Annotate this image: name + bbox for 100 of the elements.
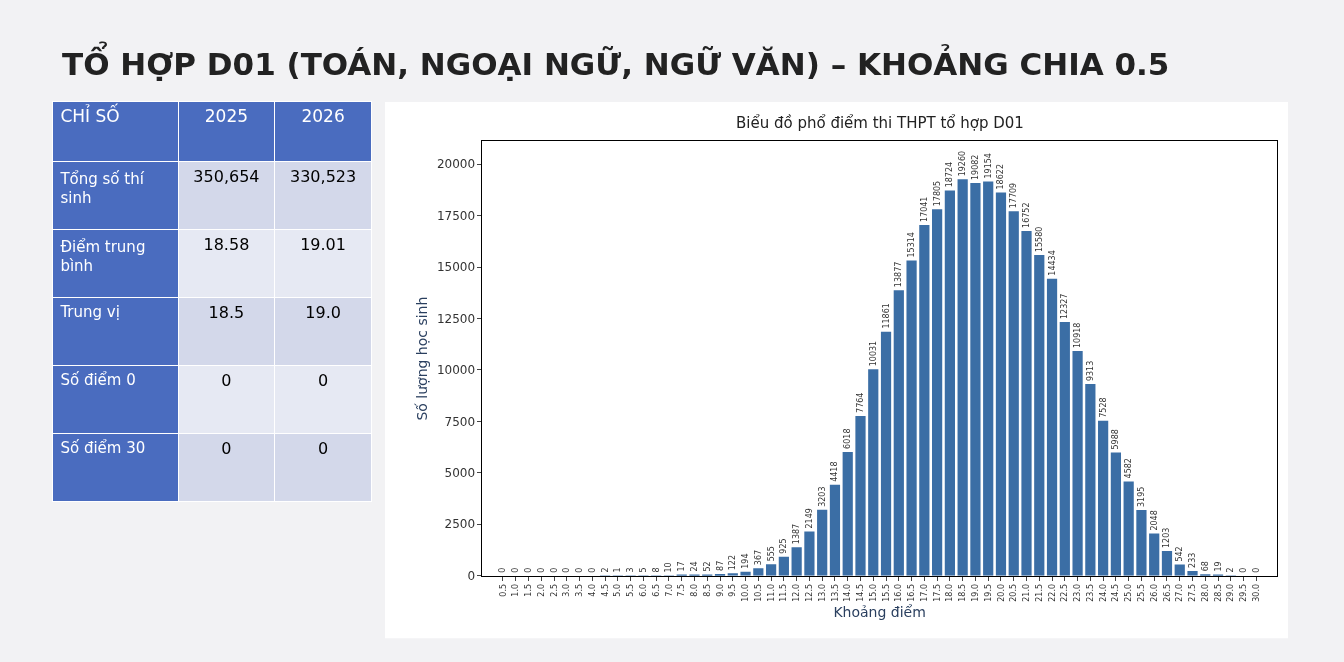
x-tick-label: 17.5 — [932, 583, 942, 602]
bar — [957, 179, 968, 576]
y-axis-title: Số lượng học sinh — [413, 296, 430, 421]
data-label: 12327 — [1060, 293, 1070, 320]
x-tick-label: 29.5 — [1239, 583, 1249, 602]
y-tick-label: 12500 — [436, 311, 476, 326]
bar — [1072, 351, 1083, 576]
bar — [1161, 550, 1173, 576]
y-tick-label: 0 — [467, 568, 476, 583]
data-label: 87 — [715, 560, 725, 571]
data-label: 15580 — [1034, 226, 1044, 253]
data-label: 10031 — [868, 340, 878, 367]
x-tick-label: 19.0 — [971, 583, 981, 602]
data-label: 3203 — [817, 486, 827, 507]
data-label: 19260 — [958, 150, 968, 177]
chart-title: Biểu đồ phổ điểm thi THPT tổ hợp D01 — [736, 114, 1024, 132]
data-label: 2149 — [804, 508, 814, 529]
x-tick-label: 21.5 — [1034, 583, 1044, 602]
data-label: 0 — [1251, 567, 1261, 573]
x-tick-label: 23.5 — [1085, 583, 1095, 602]
bar — [1187, 570, 1198, 576]
bar — [1021, 230, 1032, 576]
bar — [906, 260, 917, 576]
data-label: 1387 — [792, 523, 802, 545]
x-tick-label: 7.0 — [664, 583, 674, 597]
bar — [753, 568, 764, 576]
text: 0 — [221, 438, 232, 458]
bar — [995, 192, 1007, 576]
y-tick-label: 5000 — [444, 466, 476, 481]
data-label: 17709 — [1009, 182, 1019, 209]
bar — [855, 415, 866, 576]
category-label: 2026 — [301, 106, 345, 127]
bar — [766, 564, 777, 576]
bar — [1110, 452, 1122, 576]
data-label: 2 — [600, 567, 610, 573]
x-tick-label: 1.5 — [524, 583, 534, 597]
category-label: Điểm trung bình — [60, 237, 146, 276]
x-tick-label: 19.5 — [983, 583, 993, 602]
bar — [932, 209, 943, 576]
bar — [1136, 509, 1147, 576]
data-label: 14434 — [1047, 250, 1057, 276]
category-label: Số điểm 30 — [60, 438, 146, 457]
data-label: 24 — [689, 561, 699, 572]
x-tick-label: 3.0 — [562, 583, 572, 597]
data-label: 18622 — [996, 164, 1006, 190]
bar — [829, 484, 841, 576]
bar — [970, 183, 981, 576]
y-tick-label: 15000 — [436, 260, 476, 275]
data-label: 19 — [1213, 561, 1223, 572]
data-label: 11861 — [881, 303, 891, 329]
x-tick-label: 10.5 — [753, 583, 763, 602]
text: 0 — [317, 370, 329, 390]
bar — [817, 509, 828, 576]
x-tick-label: 0.5 — [498, 583, 508, 597]
y-tick-label: 10000 — [436, 363, 476, 378]
bar — [1008, 211, 1019, 576]
x-tick-label: 5.5 — [626, 583, 636, 597]
x-tick-label: 7.5 — [677, 583, 687, 597]
text: 330,523 — [290, 166, 357, 186]
bar — [804, 531, 815, 576]
x-tick-label: 25.5 — [1137, 583, 1147, 602]
data-label: 5988 — [1111, 429, 1121, 450]
data-label: 925 — [779, 538, 789, 554]
bar — [791, 547, 802, 576]
data-label: 13877 — [894, 261, 904, 288]
y-tick-label: 7500 — [444, 414, 476, 429]
data-label: 0 — [549, 567, 559, 573]
x-tick-label: 23.0 — [1073, 583, 1083, 602]
text: TỔ HỢP D01 (TOÁN, NGOẠI NGỮ, NGỮ VĂN) – KHOẢNG CHIA 0.5 — [62, 41, 1170, 82]
x-tick-label: 26.5 — [1162, 583, 1172, 602]
x-tick-label: 29.0 — [1226, 583, 1236, 602]
x-axis-title: Khoảng điểm — [833, 604, 926, 621]
bar — [1085, 384, 1096, 576]
x-tick-label: 24.0 — [1098, 583, 1108, 602]
data-label: 9313 — [1085, 360, 1095, 382]
data-label: 8 — [651, 567, 661, 573]
data-label: 0 — [511, 567, 521, 573]
x-tick-label: 6.5 — [651, 583, 661, 597]
data-label: 17 — [677, 561, 687, 572]
data-label: 5 — [638, 567, 648, 573]
x-tick-label: 5.0 — [613, 583, 623, 597]
data-label: 0 — [575, 567, 585, 573]
data-label: 0 — [1239, 567, 1249, 573]
x-tick-label: 21.0 — [1022, 583, 1032, 602]
text: 18.58 — [203, 234, 250, 254]
data-label: 4582 — [1124, 458, 1134, 479]
text: CHỈ SỐ — [60, 103, 120, 127]
data-label: 0 — [562, 567, 572, 573]
x-tick-label: 14.0 — [843, 583, 853, 602]
x-tick-label: 2.5 — [549, 583, 559, 597]
x-tick-label: 15.5 — [881, 583, 891, 602]
bar — [1034, 255, 1045, 576]
x-tick-label: 12.0 — [792, 583, 802, 602]
x-tick-label: 24.5 — [1111, 583, 1121, 602]
bar — [919, 225, 930, 576]
data-label: 15314 — [907, 232, 917, 258]
bar — [944, 190, 955, 576]
x-tick-label: 25.0 — [1124, 583, 1134, 602]
data-label: 10 — [664, 562, 674, 573]
x-tick-label: 20.5 — [1009, 583, 1019, 602]
